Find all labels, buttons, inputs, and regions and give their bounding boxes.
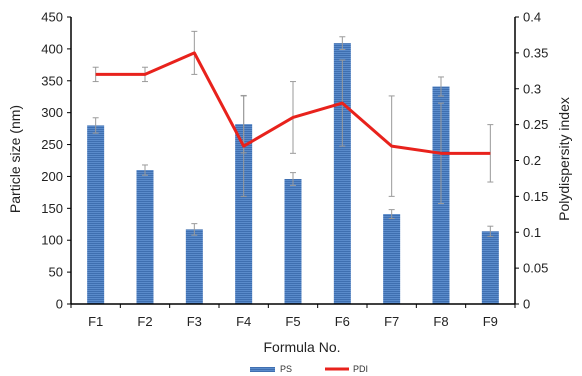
y-tick-label: 350 — [41, 73, 63, 88]
ps-bar — [235, 124, 253, 304]
y2-tick-label: 0 — [523, 297, 530, 312]
y2-tick-label: 0.05 — [523, 261, 548, 276]
ps-bar — [383, 214, 401, 304]
y-tick-label: 100 — [41, 233, 63, 248]
x-tick-label: F8 — [433, 314, 448, 329]
legend-ps-swatch — [250, 367, 275, 372]
bars-layer — [87, 43, 499, 304]
y2-tick-label: 0.15 — [523, 189, 548, 204]
y-tick-label: 0 — [56, 297, 63, 312]
x-axis-title: Formula No. — [263, 339, 340, 355]
y-tick-label: 300 — [41, 105, 63, 120]
pdi-line-layer — [95, 51, 491, 155]
ps-bar — [87, 125, 105, 304]
legend-ps-label: PS — [280, 364, 292, 374]
y-tick-label: 200 — [41, 169, 63, 184]
ps-bar — [136, 170, 154, 304]
y2-tick-label: 0.4 — [523, 10, 541, 25]
y-tick-label: 450 — [41, 10, 63, 25]
x-tick-label: F1 — [88, 314, 103, 329]
legend: PS PDI — [250, 364, 368, 374]
pdi-line — [95, 51, 491, 155]
y-tick-label: 400 — [41, 41, 63, 56]
ps-bar — [284, 178, 302, 304]
y-tick-label: 50 — [49, 265, 63, 280]
y2-tick-label: 0.35 — [523, 45, 548, 60]
legend-pdi-label: PDI — [353, 364, 368, 374]
y2-axis-title: Polydispersity index — [556, 97, 572, 221]
y-tick-label: 150 — [41, 201, 63, 216]
x-tick-label: F2 — [137, 314, 152, 329]
y-tick-label: 250 — [41, 137, 63, 152]
y2-tick-label: 0.2 — [523, 153, 541, 168]
x-tick-label: F3 — [187, 314, 202, 329]
x-tick-label: F7 — [384, 314, 399, 329]
y2-tick-label: 0.3 — [523, 81, 541, 96]
y-axis-title: Particle size (nm) — [7, 105, 23, 213]
y2-tick-label: 0.1 — [523, 225, 541, 240]
x-tick-label: F9 — [483, 314, 498, 329]
x-tick-label: F6 — [335, 314, 350, 329]
x-tick-label: F5 — [285, 314, 300, 329]
y2-tick-label: 0.25 — [523, 117, 548, 132]
ticks-layer: 0 50 100 150 200 250 300 350 400 450 0 0.05 0.1 0.15 0… — [41, 10, 548, 330]
ps-bar — [481, 231, 499, 304]
ps-bar — [185, 229, 203, 304]
x-tick-label: F4 — [236, 314, 251, 329]
